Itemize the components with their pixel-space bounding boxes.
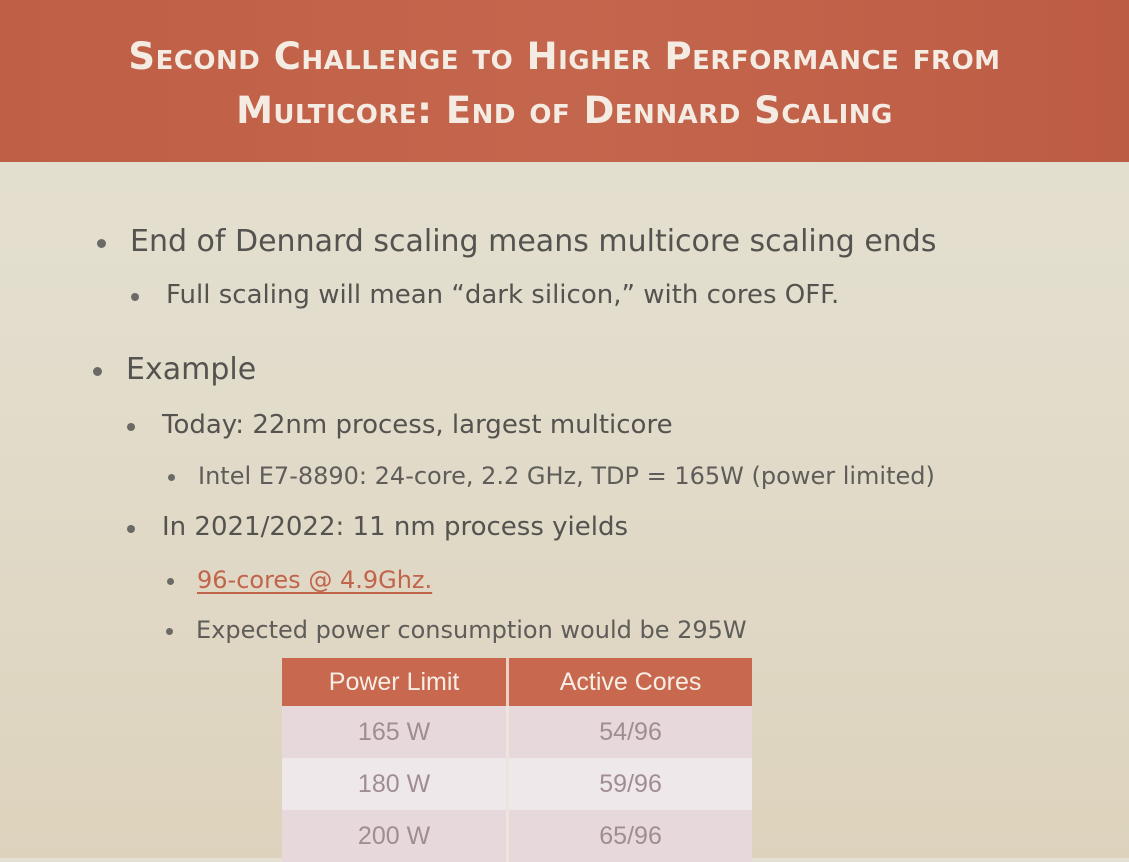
cell-power-limit: 180 W <box>282 758 510 810</box>
cell-power-limit: 200 W <box>282 810 510 862</box>
bullet-dot-icon <box>167 578 174 585</box>
cell-active-cores: 54/96 <box>507 706 752 758</box>
slide-title: Second Challenge to Higher Performance f… <box>0 30 1129 138</box>
cell-active-cores: 65/96 <box>507 810 752 862</box>
bullet-dot-icon <box>127 423 135 431</box>
bullet-96-cores: 96-cores @ 4.9Ghz. <box>167 566 433 594</box>
bullet-text: Expected power consumption would be 295W <box>196 616 747 644</box>
slide-title-line-2: Multicore: End of Dennard Scaling <box>236 89 893 132</box>
bullet-dark-silicon: Full scaling will mean “dark silicon,” w… <box>131 280 840 310</box>
bullet-dot-icon <box>166 628 173 635</box>
bullet-example: Example <box>93 352 257 387</box>
table-row: 165 W 54/96 <box>282 706 752 758</box>
bullet-text: Today: 22nm process, largest multicore <box>162 410 673 440</box>
bullet-text: Example <box>126 352 257 387</box>
bullet-text: Full scaling will mean “dark silicon,” w… <box>166 280 840 310</box>
bullet-2021-11nm: In 2021/2022: 11 nm process yields <box>127 512 629 542</box>
bullet-intel-e7: Intel E7-8890: 24-core, 2.2 GHz, TDP = 1… <box>168 462 935 490</box>
bullet-dennard-scaling: End of Dennard scaling means multicore s… <box>97 224 937 259</box>
bullet-dot-icon <box>97 239 106 248</box>
title-bar: Second Challenge to Higher Performance f… <box>0 0 1129 162</box>
header-power-limit: Power Limit <box>282 658 510 706</box>
table-row: 180 W 59/96 <box>282 758 752 810</box>
bullet-dot-icon <box>93 367 102 376</box>
cell-power-limit: 165 W <box>282 706 510 758</box>
power-limit-table: Power Limit Active Cores 165 W 54/96 180… <box>282 658 752 862</box>
bullet-text: In 2021/2022: 11 nm process yields <box>162 512 629 542</box>
bullet-today-22nm: Today: 22nm process, largest multicore <box>127 410 673 440</box>
bullet-dot-icon <box>131 293 139 301</box>
cell-active-cores: 59/96 <box>507 758 752 810</box>
bullet-text: Intel E7-8890: 24-core, 2.2 GHz, TDP = 1… <box>198 462 935 490</box>
bullet-text: End of Dennard scaling means multicore s… <box>130 224 937 259</box>
bullet-dot-icon <box>168 474 175 481</box>
table-row: 200 W 65/96 <box>282 810 752 862</box>
link-96-cores[interactable]: 96-cores @ 4.9Ghz. <box>197 566 433 594</box>
slide-title-line-1: Second Challenge to Higher Performance f… <box>128 35 1001 78</box>
table-header-row: Power Limit Active Cores <box>282 658 752 706</box>
bullet-expected-power: Expected power consumption would be 295W <box>166 616 747 644</box>
header-active-cores: Active Cores <box>507 658 752 706</box>
bullet-dot-icon <box>127 525 135 533</box>
